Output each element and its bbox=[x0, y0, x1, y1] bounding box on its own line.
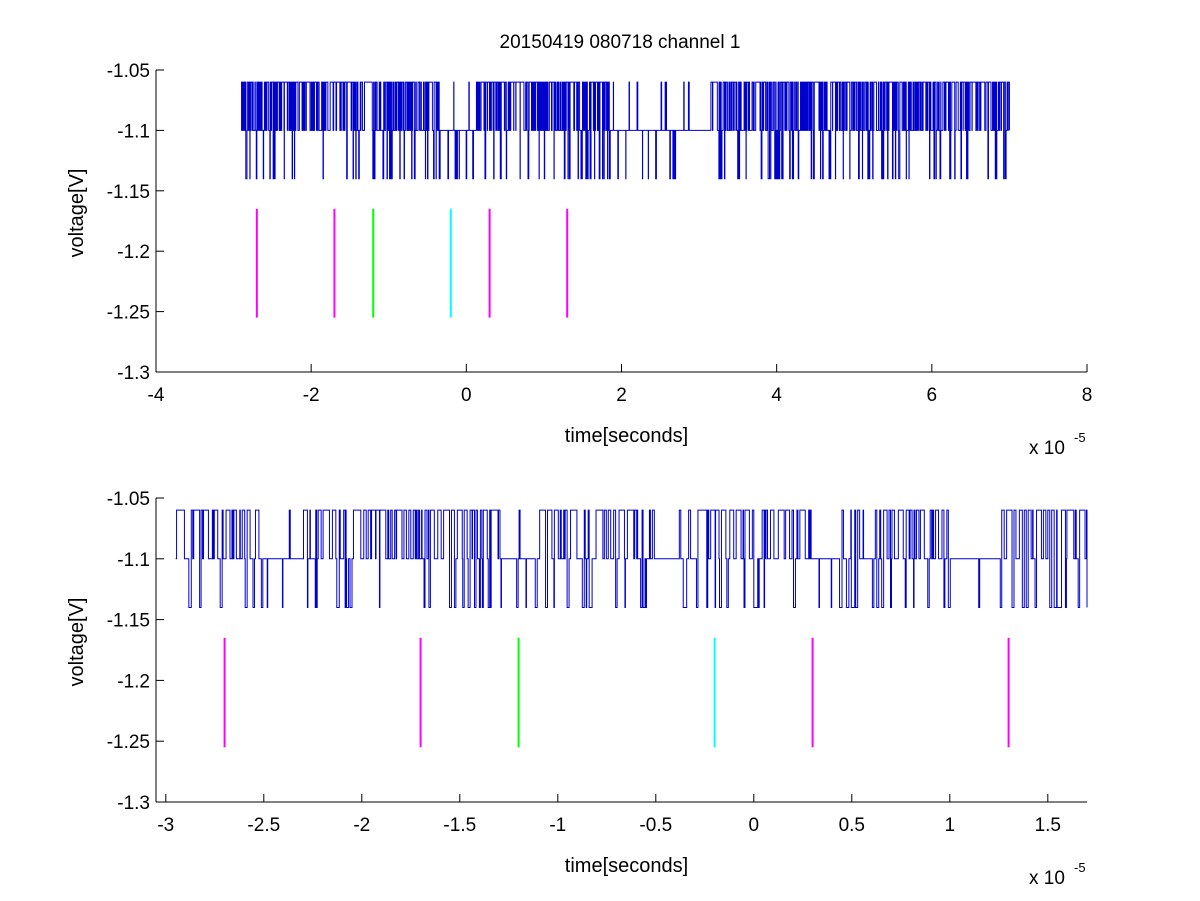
y-tick-label: -1.2 bbox=[117, 242, 150, 263]
y-tick-label: -1.25 bbox=[107, 732, 150, 753]
y-tick-label: -1.15 bbox=[107, 611, 150, 632]
x-tick-label: 1 bbox=[945, 815, 956, 836]
x-tick-label: 1.5 bbox=[1035, 815, 1061, 836]
x-tick-label: -2.5 bbox=[247, 815, 280, 836]
x-tick-label: 0.5 bbox=[839, 815, 865, 836]
top-chart: -4 -2 0 2 4 6 8 -1.3 -1.25 -1.2 -1.15 -1.1 -1.05 time… bbox=[66, 61, 1092, 459]
x-tick-label: -0.5 bbox=[639, 815, 672, 836]
y-tick-label: -1.1 bbox=[117, 550, 150, 571]
x-tick-label: -1.5 bbox=[443, 815, 476, 836]
y-axis-label: voltage[V] bbox=[66, 598, 88, 687]
y-tick-label: -1.25 bbox=[107, 303, 150, 324]
x-tick-label: -3 bbox=[157, 815, 174, 836]
y-tick-label: -1.2 bbox=[117, 671, 150, 692]
x-tick-label: 8 bbox=[1082, 385, 1093, 406]
x-tick-label: 2 bbox=[616, 385, 627, 406]
x-tick-label: -2 bbox=[303, 385, 320, 406]
y-tick-label: -1.3 bbox=[117, 793, 150, 814]
x-multiplier-label: x 10 bbox=[1029, 438, 1065, 459]
y-tick-label: -1.3 bbox=[117, 363, 150, 384]
x-axis-label: time[seconds] bbox=[565, 425, 688, 447]
y-tick-label: -1.05 bbox=[107, 489, 150, 510]
x-tick-label: 6 bbox=[927, 385, 938, 406]
bottom-chart: -3 -2.5 -2 -1.5 -1 -0.5 0 0.5 1 1.5 -1.3 -1.25 -1.2 -… bbox=[66, 489, 1088, 889]
x-tick-label: -1 bbox=[549, 815, 566, 836]
x-multiplier-exponent: -5 bbox=[1074, 430, 1086, 445]
x-tick-label: 0 bbox=[749, 815, 760, 836]
x-axis-label: time[seconds] bbox=[565, 855, 688, 877]
y-tick-label: -1.15 bbox=[107, 182, 150, 203]
voltage-trace bbox=[175, 509, 1088, 608]
x-tick-label: -2 bbox=[353, 815, 370, 836]
y-tick-label: -1.05 bbox=[107, 61, 150, 82]
x-tick-label: 0 bbox=[461, 385, 472, 406]
x-tick-label: 4 bbox=[771, 385, 782, 406]
chart-title: 20150419 080718 channel 1 bbox=[500, 32, 741, 53]
x-tick-label: -4 bbox=[148, 385, 165, 406]
x-multiplier-label: x 10 bbox=[1029, 868, 1065, 889]
voltage-trace bbox=[241, 81, 1010, 180]
x-multiplier-exponent: -5 bbox=[1074, 860, 1086, 875]
y-tick-label: -1.1 bbox=[117, 121, 150, 142]
y-axis-label: voltage[V] bbox=[66, 169, 88, 258]
